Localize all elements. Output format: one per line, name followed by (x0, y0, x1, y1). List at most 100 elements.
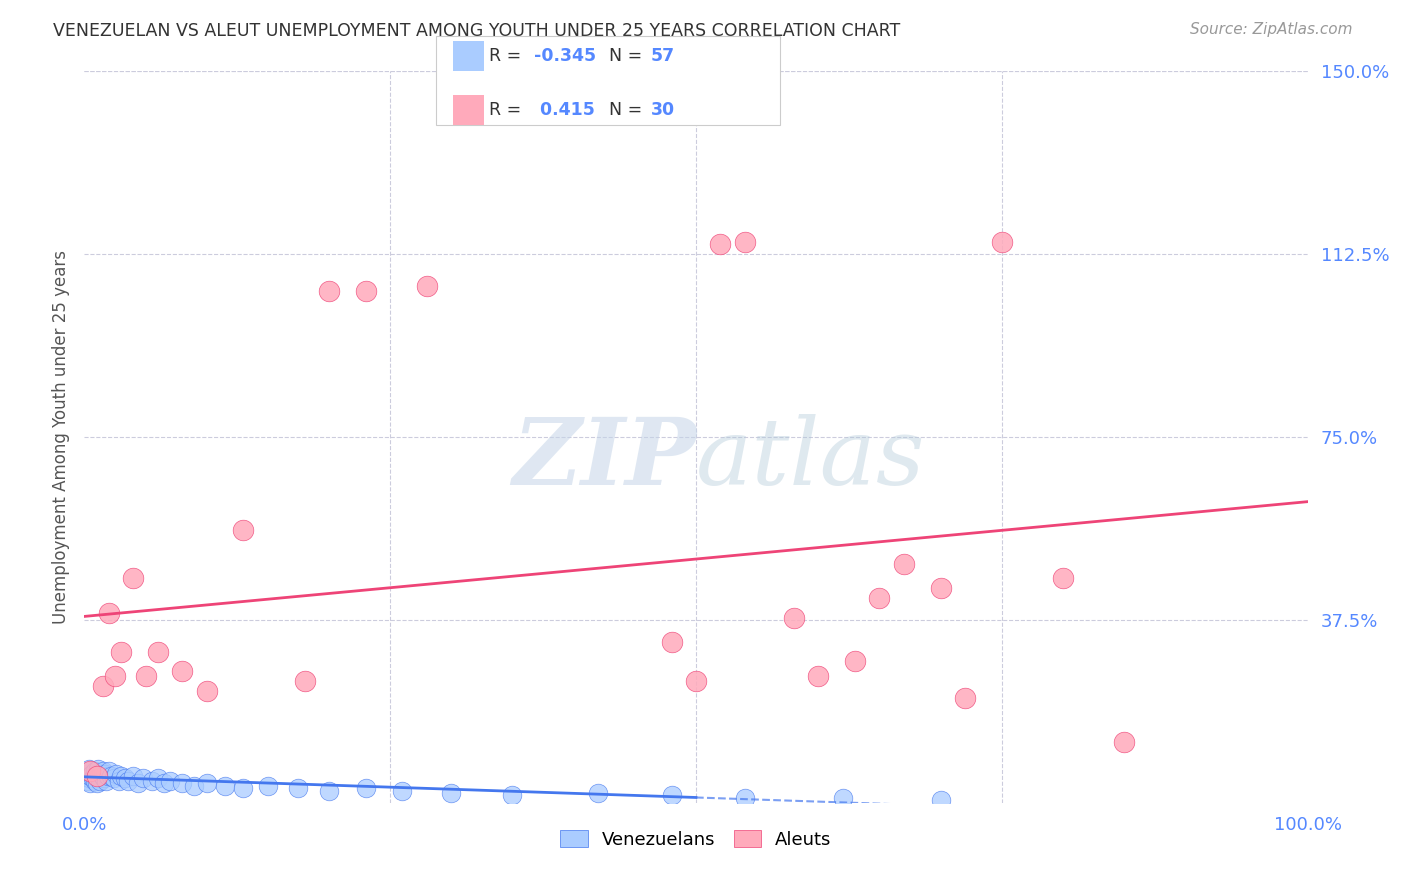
Point (77, 764, 100, 778)
Point (257, 779, 280, 793)
Text: R =: R = (489, 101, 527, 119)
Point (440, 786, 463, 800)
Point (661, 635, 683, 649)
Point (97, 769, 120, 783)
Point (146, 645, 169, 659)
Point (91, 764, 114, 778)
Point (232, 523, 254, 537)
Point (87, 762, 110, 776)
Point (94, 766, 117, 780)
Point (195, 776, 218, 790)
Point (89, 773, 111, 788)
Point (75, 769, 97, 783)
Point (146, 772, 169, 786)
Point (114, 772, 136, 786)
Point (214, 779, 236, 793)
Point (122, 769, 145, 783)
Point (77, 772, 100, 786)
Point (80, 766, 103, 780)
Point (105, 766, 128, 780)
Point (318, 783, 340, 797)
Point (96, 773, 118, 788)
Point (869, 591, 891, 605)
Point (107, 773, 129, 788)
Point (844, 654, 866, 668)
Point (502, 789, 524, 803)
Point (929, 581, 952, 595)
Point (122, 572, 145, 586)
Text: 0.415: 0.415 (534, 101, 595, 119)
Point (100, 769, 122, 783)
Point (734, 791, 756, 805)
Text: 57: 57 (651, 47, 675, 65)
Point (953, 690, 976, 705)
Point (354, 284, 377, 298)
Point (391, 783, 413, 797)
Point (354, 781, 377, 796)
Point (97, 764, 120, 778)
Point (86, 769, 108, 783)
Point (893, 557, 915, 571)
Point (991, 235, 1014, 249)
Point (76, 766, 98, 780)
Text: Source: ZipAtlas.com: Source: ZipAtlas.com (1189, 22, 1353, 37)
Text: atlas: atlas (696, 414, 925, 504)
Point (127, 776, 149, 790)
Point (84, 764, 107, 778)
Point (79, 769, 101, 783)
Point (93, 772, 115, 786)
Point (172, 776, 194, 790)
Text: N =: N = (609, 101, 648, 119)
Point (661, 789, 683, 803)
Point (1052, 572, 1074, 586)
Text: 30: 30 (651, 101, 675, 119)
Point (586, 786, 609, 800)
Point (87, 769, 110, 783)
Point (1114, 735, 1136, 749)
Text: -0.345: -0.345 (534, 47, 596, 65)
Y-axis label: Unemployment Among Youth under 25 years: Unemployment Among Youth under 25 years (52, 250, 70, 624)
Point (110, 645, 132, 659)
Point (159, 773, 181, 788)
Point (232, 781, 254, 796)
Point (734, 235, 756, 249)
Point (104, 669, 127, 683)
Point (103, 772, 125, 786)
Text: R =: R = (489, 47, 527, 65)
Point (183, 779, 205, 793)
Point (82, 772, 104, 786)
Point (685, 673, 707, 688)
Point (91, 679, 114, 693)
Point (783, 610, 806, 624)
Point (831, 791, 853, 805)
Point (79, 764, 101, 778)
Point (79, 776, 101, 790)
Point (97, 606, 120, 620)
Point (294, 673, 316, 688)
Point (86, 766, 108, 780)
Point (195, 683, 218, 698)
Point (929, 793, 952, 807)
Point (77, 773, 100, 788)
Point (318, 284, 340, 298)
Point (84, 773, 107, 788)
Point (807, 669, 830, 683)
Point (90, 766, 112, 780)
Point (709, 237, 731, 252)
Point (172, 664, 194, 678)
Point (141, 773, 163, 788)
Point (287, 781, 309, 796)
Point (117, 773, 139, 788)
Point (153, 776, 176, 790)
Point (110, 769, 132, 783)
Point (132, 772, 155, 786)
Point (91, 769, 114, 783)
Text: ZIP: ZIP (512, 414, 696, 504)
Text: VENEZUELAN VS ALEUT UNEMPLOYMENT AMONG YOUTH UNDER 25 YEARS CORRELATION CHART: VENEZUELAN VS ALEUT UNEMPLOYMENT AMONG Y… (53, 22, 901, 40)
Point (135, 669, 157, 683)
Point (77, 762, 100, 776)
Point (83, 769, 105, 783)
Point (416, 279, 439, 293)
Text: N =: N = (609, 47, 648, 65)
Legend: Venezuelans, Aleuts: Venezuelans, Aleuts (553, 823, 839, 856)
